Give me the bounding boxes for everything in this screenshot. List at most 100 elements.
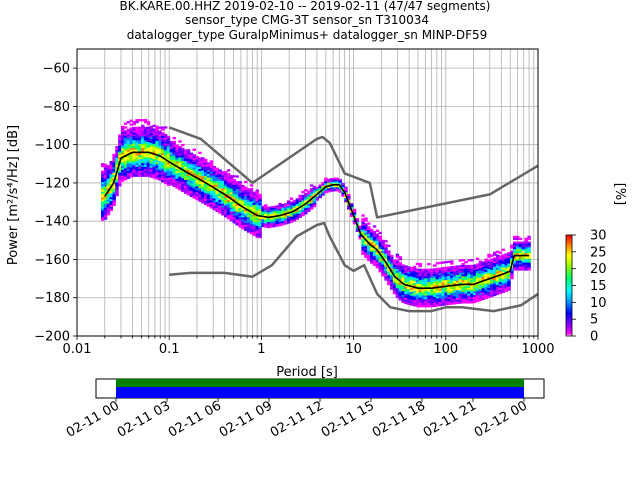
histogram-cell [246,199,251,203]
histogram-cell [415,278,420,281]
histogram-cell [452,290,457,293]
low-noise-model-line [169,221,539,313]
histogram-cell [141,142,145,145]
histogram-cell [315,190,320,193]
histogram-cell [389,281,394,285]
histogram-cell [123,134,128,137]
histogram-cell [521,260,526,263]
histogram-cell [189,156,194,159]
histogram-cell [464,272,468,275]
histogram-cell [507,261,511,264]
histogram-cell [224,174,228,178]
histogram-cell [238,190,242,194]
histogram-cell [178,147,182,151]
histogram-cell [524,262,528,265]
histogram-cell [186,174,191,177]
histogram-cell [281,221,285,224]
histogram-cell [198,161,202,164]
histogram-cell [192,186,196,190]
histogram-cell [129,161,134,165]
high-noise-model-line [168,126,539,219]
histogram-cell [226,190,231,193]
histogram-cell [201,187,205,191]
histogram-cell [232,194,237,197]
histogram-cell [129,163,134,166]
histogram-cell [221,188,225,191]
histogram-cell [212,175,217,178]
histogram-cell [246,188,251,191]
histogram-cell [458,276,463,279]
histogram-cell [218,171,222,174]
histogram-cell [398,298,403,301]
histogram-cell [392,270,397,274]
histogram-cell [264,213,268,217]
histogram-cell [369,257,374,260]
histogram-cell [232,205,237,209]
histogram-cell [461,278,465,281]
histogram-cell [206,179,211,182]
histogram-cell [452,288,457,292]
histogram-cell [372,225,377,228]
histogram-cell [112,203,116,206]
histogram-cell [450,267,454,271]
histogram-cell [172,179,176,182]
histogram-cell [484,291,488,294]
histogram-cell [361,225,365,229]
histogram-cell [166,156,171,160]
histogram-cell [475,292,480,295]
histogram-cell [100,182,105,185]
histogram-cell [261,217,265,220]
histogram-cell [490,292,494,296]
histogram-cell [215,192,219,195]
histogram-cell [264,223,268,226]
histogram-cell [255,191,259,194]
histogram-cell [327,186,331,189]
histogram-cell [126,155,131,158]
histogram-cell [232,219,237,222]
histogram-cell [387,254,391,257]
histogram-cell [450,275,454,278]
histogram-cell [112,171,116,174]
histogram-cell [450,289,454,292]
histogram-cell [189,175,194,178]
histogram-cell [401,298,405,302]
histogram-cell [367,247,371,250]
histogram-cell [264,206,268,209]
histogram-cell [152,134,156,137]
histogram-cell [109,170,114,173]
histogram-cell [172,171,176,174]
histogram-cell [189,194,194,198]
histogram-cell [135,132,139,135]
histogram-cell [255,231,259,234]
histogram-cell [166,147,171,150]
histogram-cell [192,156,196,159]
histogram-cell [252,214,257,217]
histogram-cell [312,189,317,192]
histogram-cell [286,202,291,205]
histogram-cell [298,211,302,215]
histogram-cell [470,284,474,287]
histogram-cell [438,288,443,291]
histogram-cell [175,148,179,151]
histogram-cell [135,140,139,143]
histogram-cell [209,164,214,167]
histogram-cell [470,274,474,277]
histogram-cell [493,257,497,260]
histogram-cell [407,273,411,277]
histogram-cell [238,225,242,228]
histogram-cell [490,289,494,292]
histogram-cell [169,160,174,163]
histogram-cell [461,272,465,275]
histogram-cell [252,208,257,212]
histogram-cell [338,188,342,191]
histogram-cell [493,263,497,266]
histogram-cell [493,284,497,287]
histogram-cell [430,282,434,285]
histogram-cell [487,259,491,262]
histogram-cell [475,284,480,287]
histogram-cell [121,167,125,171]
histogram-cell [249,224,254,227]
histogram-cell [218,209,222,212]
histogram-cell [189,177,194,180]
histogram-cell [249,195,254,199]
